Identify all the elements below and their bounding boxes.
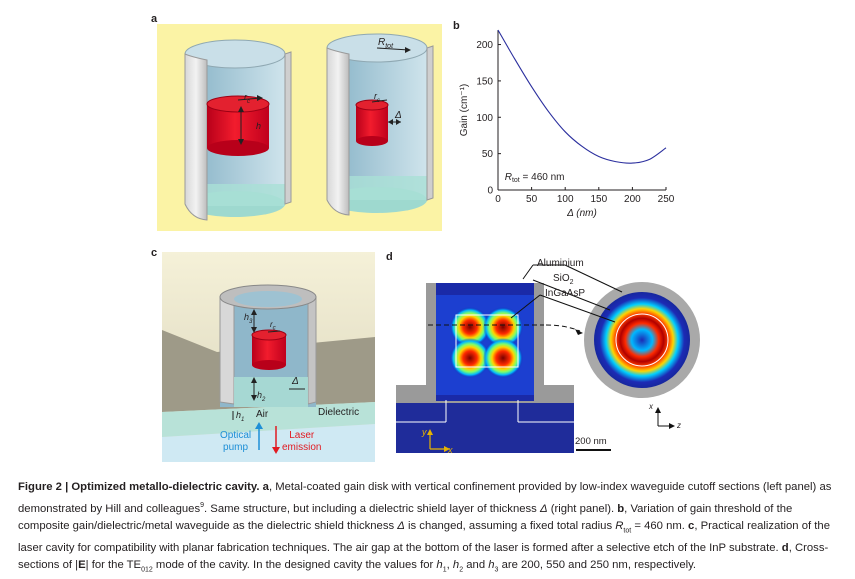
panel-c-label: c [151,247,158,259]
y-tick-label: 0 [487,186,493,197]
annotation-rc-left: rc [244,92,250,105]
label-air: Air [256,409,269,420]
annotation-h: h [256,121,262,131]
y-tick-label: 150 [476,76,493,87]
label-axis-y: y [422,427,427,437]
label-axis-x2: x [649,402,653,411]
annotation-delta: Δ [395,110,402,121]
label-h2: h2 [257,390,266,403]
x-tick-label: 50 [526,194,538,205]
label-axis-x: x [448,445,453,455]
label-sio2: SiO2 [553,273,574,286]
label-h3: h3 [244,312,253,325]
label-dielectric: Dielectric [318,407,360,418]
x-tick-label: 150 [590,194,607,205]
label-ingaasp: InGaAsP [545,288,586,299]
chart-annotation-rtot: Rtot = 460 nm [505,172,565,184]
label-optical-pump: Optical pump [220,430,252,453]
x-axis-title: Δ (nm) [566,208,597,219]
y-axis-title: Gain (cm⁻¹) [459,84,470,137]
label-delta: Δ [292,376,299,387]
x-tick-label: 100 [557,194,574,205]
gain-chart: 0 50 100 150 200 250 0 50 100 150 200 Δ (nm) Gain (c… [455,24,690,224]
caption-title: Figure 2 | Optimized metallo-dielectric … [18,481,260,493]
label-scale: 200 nm [575,436,607,447]
annotation-rc-right: rc [374,91,380,104]
panel-d-label: d [386,251,393,263]
panel-a-label: a [151,13,158,25]
label-laser-emission: Laser emission [282,430,322,453]
x-tick-label: 200 [624,194,641,205]
cylinder-right [326,33,434,216]
label-aluminium: Aluminium [537,258,584,269]
panel-c-figure: h3 rc h2 Δ h1 Air Dielectric Optical pum… [162,252,375,462]
y-tick-label: 50 [482,149,494,160]
label-rc: rc [270,320,276,332]
label-h1: h1 [236,410,245,423]
x-tick-label: 250 [658,194,675,205]
panel-a-figure: Rtot rc h rc Δ [157,24,442,231]
label-axis-z: z [677,421,681,430]
x-tick-label: 0 [495,194,501,205]
y-tick-label: 200 [476,40,493,51]
figure-caption: Figure 2 | Optimized metallo-dielectric … [18,481,832,574]
panel-b-label: b [453,20,460,32]
panel-d-figure: Aluminium SiO2 InGaAsP 200 nm y x x z [390,255,700,460]
y-tick-label: 100 [476,113,493,124]
series-line-gain [497,29,667,164]
cylinder-left [184,39,292,221]
annotation-rtot: Rtot [378,37,394,50]
